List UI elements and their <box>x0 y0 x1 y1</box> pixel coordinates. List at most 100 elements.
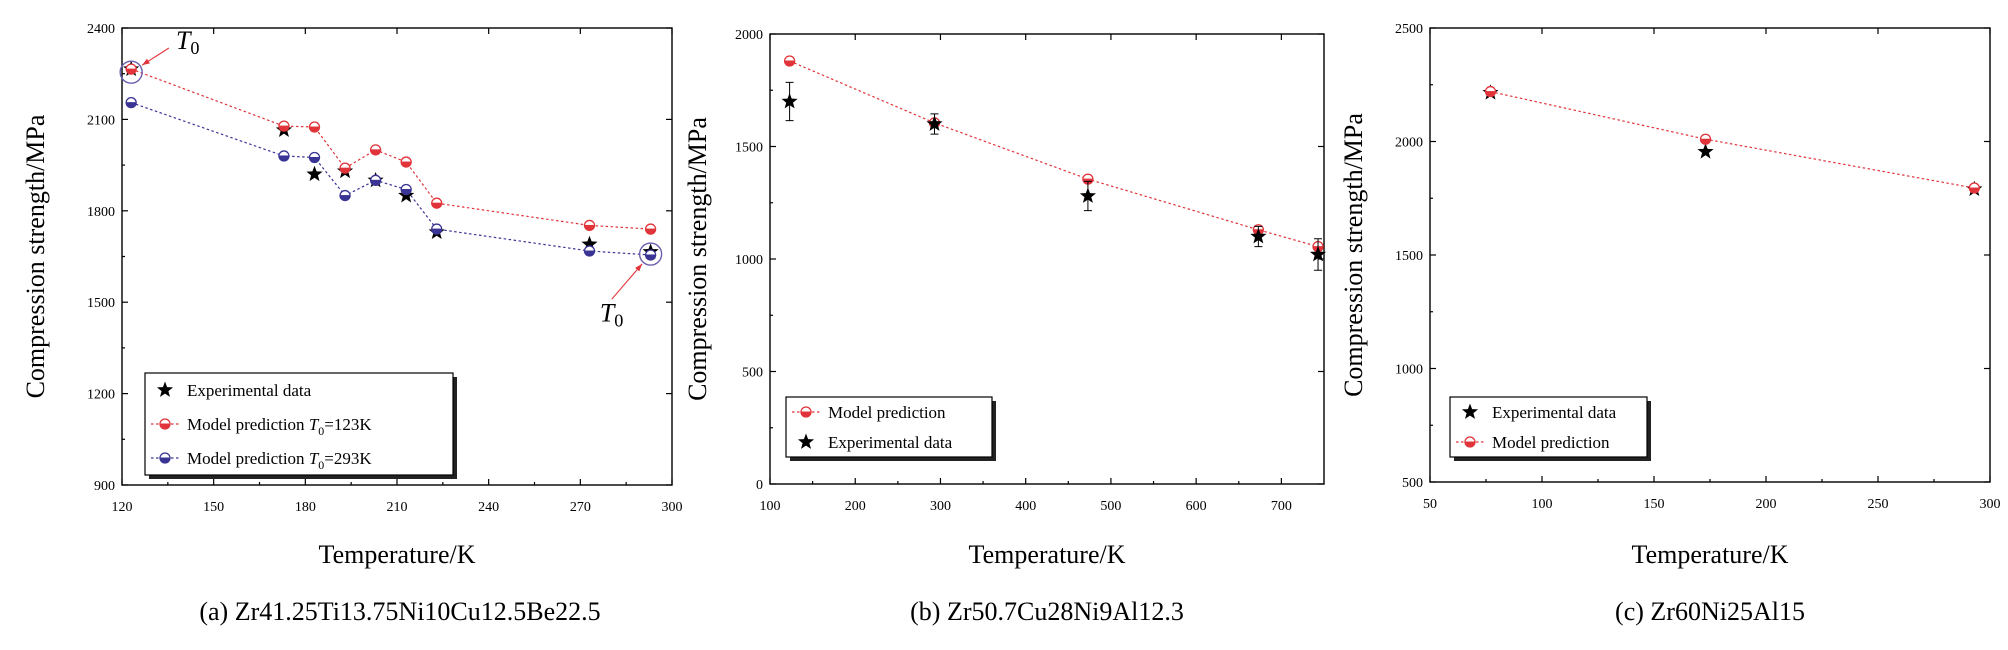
data-point <box>369 144 382 156</box>
marker-half-fill <box>126 102 137 108</box>
x-tick-label: 270 <box>570 500 591 515</box>
marker-half-fill <box>1700 139 1711 145</box>
series-0 <box>123 60 659 259</box>
annotation-label: T0 <box>176 26 200 58</box>
text-part: Model prediction <box>187 449 309 468</box>
data-point <box>308 121 321 133</box>
x-tick-label: 200 <box>1756 497 1777 512</box>
x-tick-label: 300 <box>930 499 951 514</box>
data-point <box>278 120 290 132</box>
legend-marker <box>156 381 174 397</box>
text-part: =293K <box>324 449 372 468</box>
legend-label: Model prediction <box>1492 433 1610 452</box>
x-tick-label: 300 <box>1980 497 2001 512</box>
annotation: T0 <box>119 26 200 84</box>
x-tick-label: 300 <box>662 500 683 515</box>
x-tick-label: 500 <box>1100 499 1121 514</box>
data-point <box>308 151 321 164</box>
marker-half-fill <box>340 168 351 174</box>
marker-half-fill <box>645 229 656 235</box>
series-line <box>789 60 1319 248</box>
data-point <box>1968 182 1980 194</box>
marker-half-fill <box>431 229 442 235</box>
y-tick-label: 1500 <box>735 141 763 156</box>
series-1 <box>125 63 657 235</box>
data-point <box>1484 85 1497 98</box>
text-sub: 0 <box>318 458 324 472</box>
y-tick-label: 0 <box>756 478 763 493</box>
x-tick-label: 120 <box>112 500 133 515</box>
x-tick-label: 180 <box>295 500 316 515</box>
data-point <box>926 115 943 131</box>
data-point <box>644 249 657 261</box>
data-point <box>400 156 412 168</box>
x-tick-label: 100 <box>1532 497 1553 512</box>
legend-marker <box>800 406 812 418</box>
data-point <box>583 219 596 232</box>
y-tick-label: 2400 <box>87 22 115 37</box>
x-tick-label: 240 <box>478 500 499 515</box>
y-tick-label: 2000 <box>1395 136 1423 151</box>
chart-panel-1: 100 200 300 400 500 600 700 0 500 1000 1500 2000 Tem… <box>683 28 1327 626</box>
data-point <box>1699 133 1712 145</box>
marker-half-fill <box>584 225 595 231</box>
data-point <box>581 235 598 252</box>
series-0 <box>1482 84 1983 197</box>
marker-half-fill <box>309 157 320 163</box>
annotation-arrow <box>611 263 643 300</box>
marker-half-fill <box>584 251 595 257</box>
marker-half-fill <box>1465 442 1475 447</box>
y-tick-label: 900 <box>94 479 115 494</box>
data-point <box>1697 143 1714 159</box>
x-tick-label: 150 <box>1644 497 1665 512</box>
x-tick-label: 700 <box>1271 499 1292 514</box>
data-point <box>278 150 290 162</box>
y-tick-label: 500 <box>742 366 763 381</box>
x-tick-label: 100 <box>760 499 781 514</box>
series-1 <box>781 81 1327 271</box>
marker-half-fill <box>340 195 351 201</box>
marker-half-fill <box>401 162 412 168</box>
y-axis-label: Compression strength/MPa <box>1339 113 1368 397</box>
series-line <box>1490 91 1975 189</box>
legend-label: Model prediction <box>828 403 946 422</box>
legend-box <box>785 396 993 458</box>
data-point <box>1250 228 1267 244</box>
legend: Model prediction Experimental data <box>785 396 996 461</box>
marker-half-fill <box>401 189 412 195</box>
series-0 <box>783 55 1324 253</box>
data-point <box>125 96 137 109</box>
legend-label: Experimental data <box>1492 403 1617 422</box>
x-axis-label: Temperature/K <box>1632 540 1789 569</box>
y-axis-label: Compression strength/MPa <box>21 114 50 398</box>
marker-half-fill <box>278 126 289 132</box>
data-point <box>339 162 351 174</box>
y-tick-label: 1000 <box>735 253 763 268</box>
marker-half-fill <box>431 203 442 209</box>
chart-caption: (a) Zr41.25Ti13.75Ni10Cu12.5Be22.5 <box>199 597 600 626</box>
marker-half-fill <box>801 412 811 417</box>
x-tick-label: 600 <box>1186 499 1207 514</box>
data-point <box>783 55 796 67</box>
annotation: T0 <box>600 242 663 331</box>
legend-marker <box>797 433 815 449</box>
y-tick-label: 500 <box>1402 476 1423 491</box>
data-point <box>400 183 412 196</box>
data-point <box>1309 246 1327 262</box>
marker-half-fill <box>126 69 137 75</box>
marker-half-fill <box>160 424 170 429</box>
legend-label: Experimental data <box>187 381 312 400</box>
marker-half-fill <box>645 254 656 260</box>
marker-half-fill <box>1969 188 1980 194</box>
x-tick-label: 200 <box>845 499 866 514</box>
data-point <box>369 174 382 186</box>
legend-marker <box>1461 403 1479 419</box>
marker-half-fill <box>160 458 170 463</box>
x-tick-label: 50 <box>1423 497 1437 512</box>
legend: Experimental data Model prediction <box>1449 396 1651 461</box>
data-point <box>431 223 443 235</box>
data-point <box>339 189 351 202</box>
text-var: T <box>309 415 320 434</box>
